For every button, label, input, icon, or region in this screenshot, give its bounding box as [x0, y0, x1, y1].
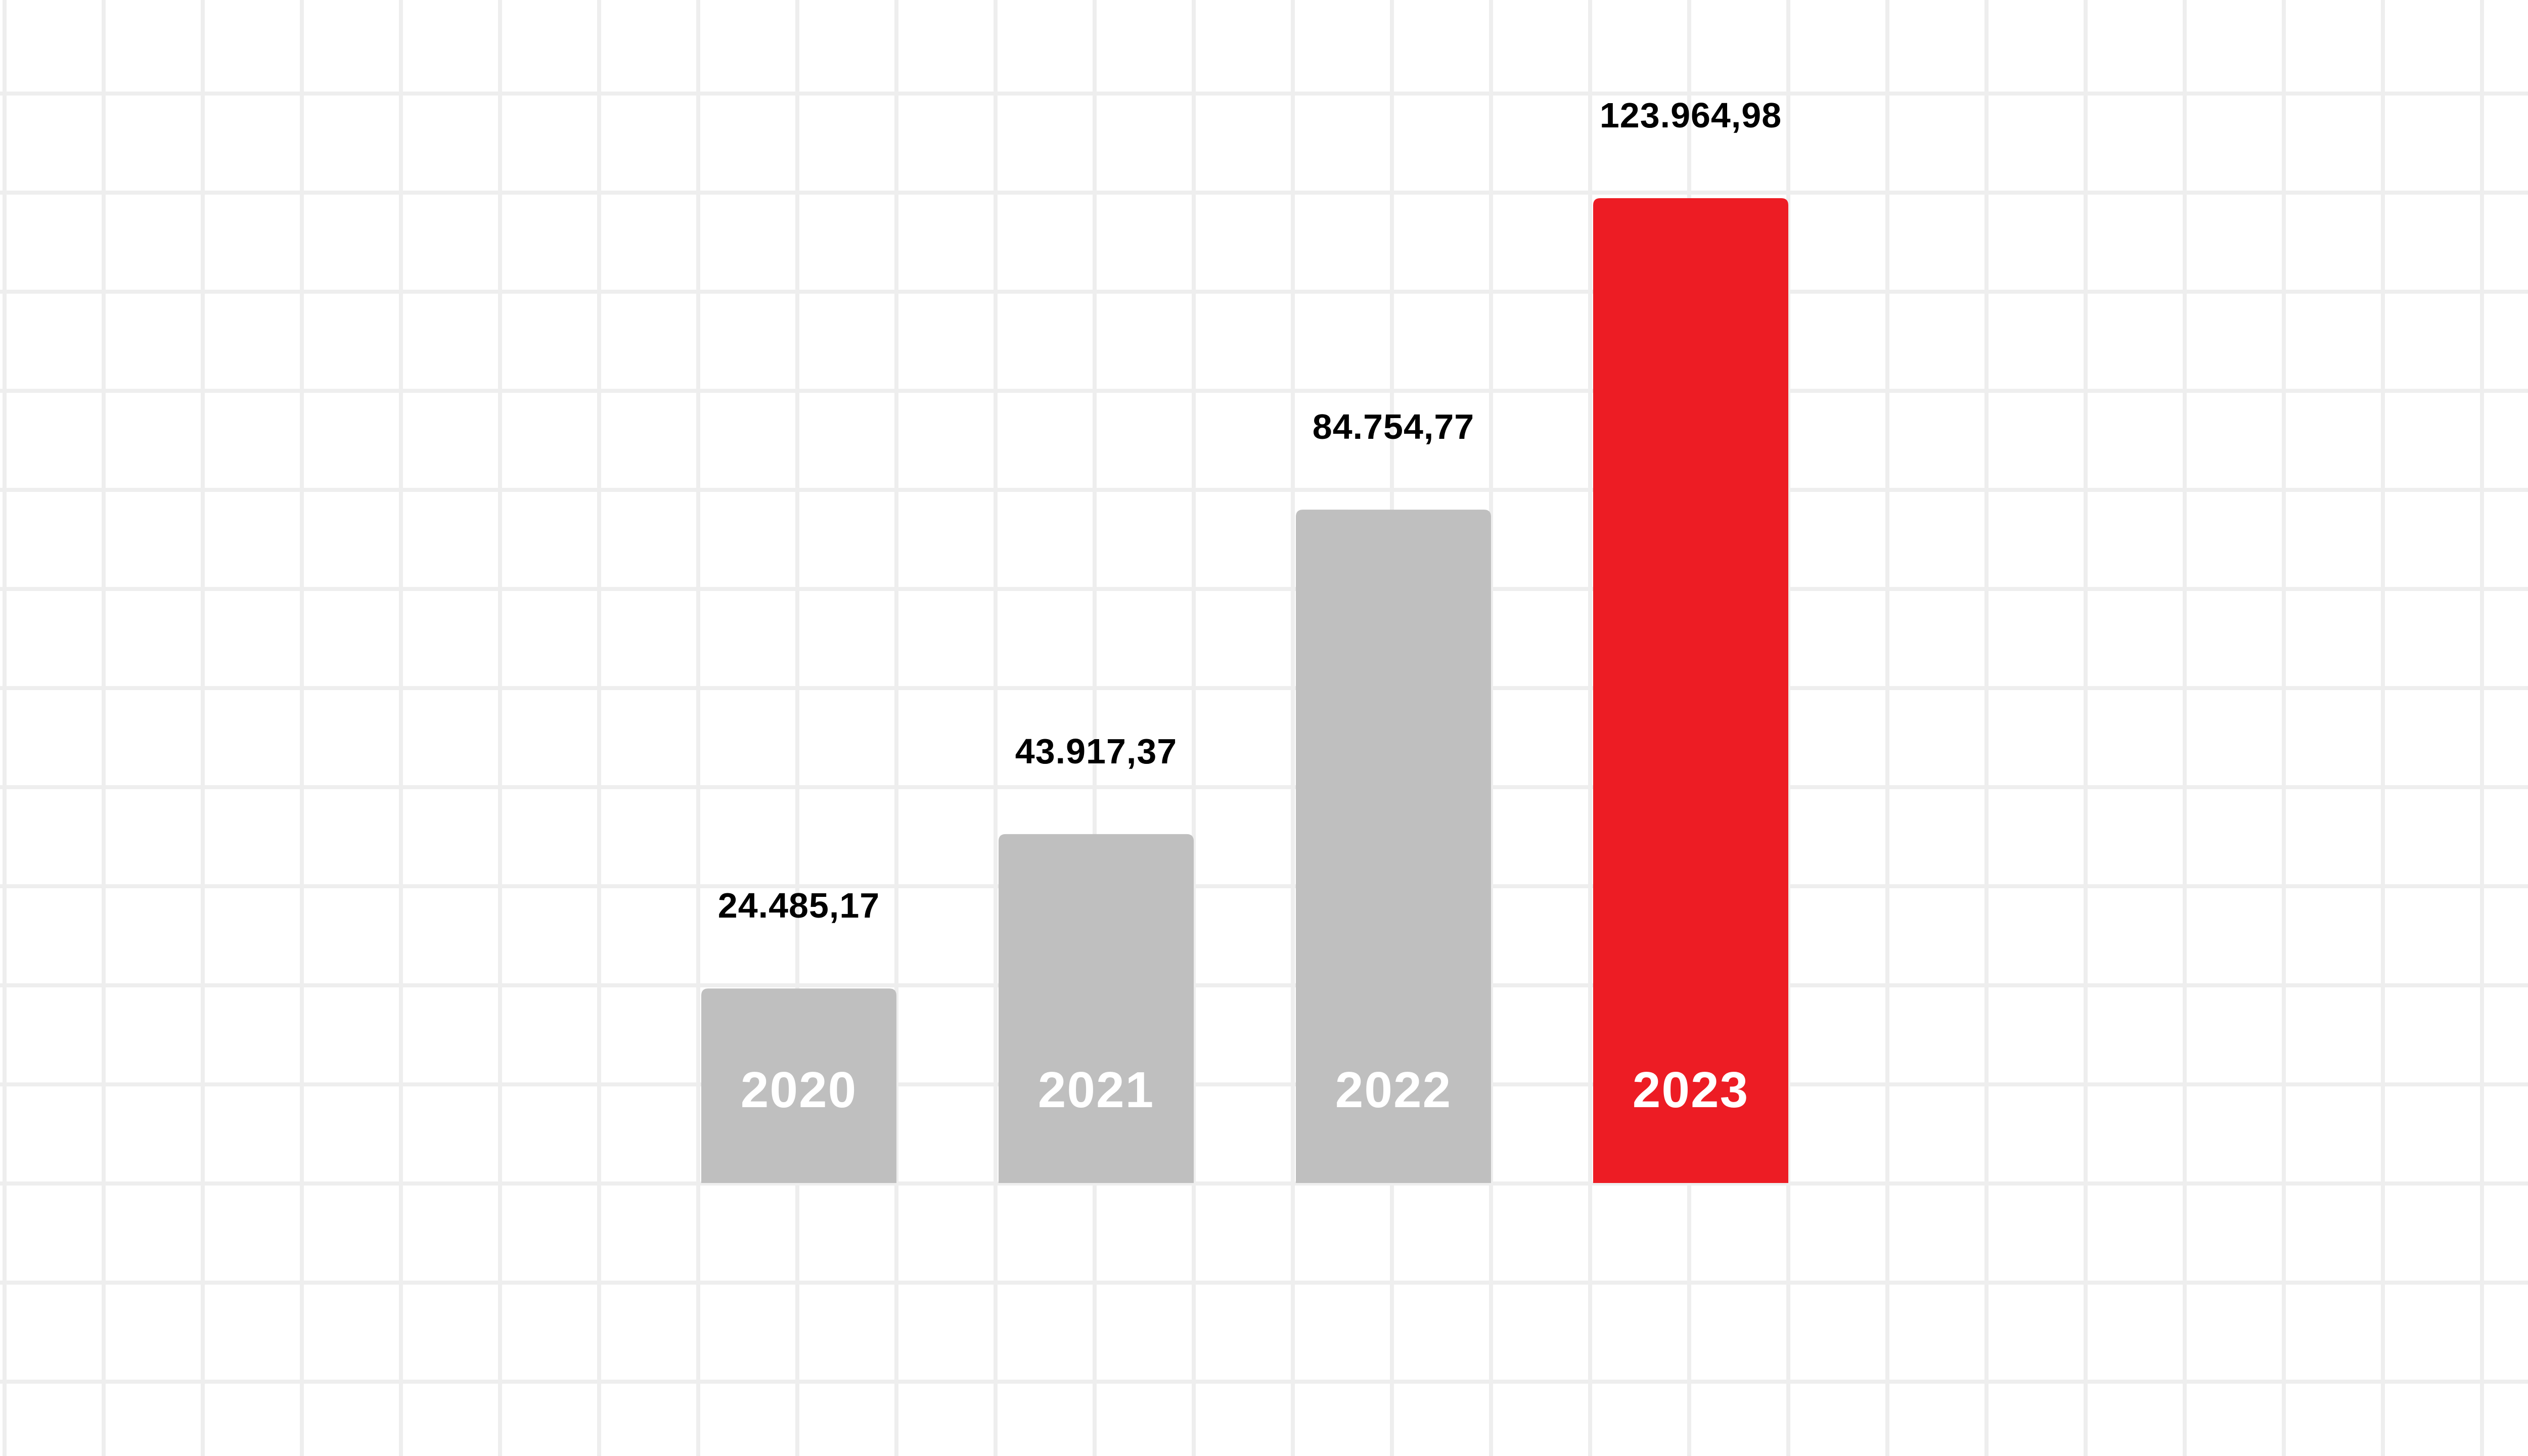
category-label-2022: 2022 [1335, 1062, 1452, 1118]
value-label-2022: 84.754,77 [1313, 407, 1474, 446]
category-label-2021: 2021 [1038, 1062, 1154, 1118]
value-label-2021: 43.917,37 [1015, 732, 1177, 771]
bar-2023 [1593, 198, 1788, 1183]
value-label-2020: 24.485,17 [718, 886, 880, 925]
category-label-2023: 2023 [1633, 1062, 1749, 1118]
value-labels: 24.485,17 43.917,37 84.754,77 123.964,98 [718, 96, 1782, 925]
value-label-2023: 123.964,98 [1600, 96, 1782, 135]
category-label-2020: 2020 [741, 1062, 857, 1118]
bar-2021 [999, 834, 1194, 1183]
bar-2022 [1296, 510, 1491, 1183]
bars [701, 198, 1788, 1183]
category-labels: 2020 2021 2022 2023 [741, 1062, 1749, 1118]
bar-2020 [701, 988, 896, 1183]
